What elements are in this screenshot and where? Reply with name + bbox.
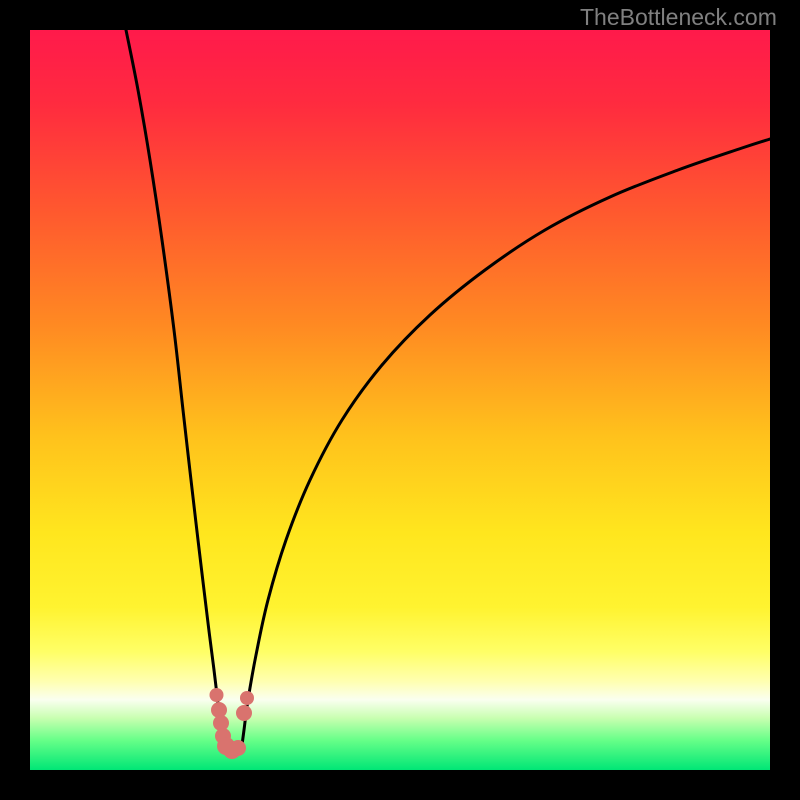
plot-area (30, 30, 770, 770)
marker-point (210, 688, 224, 702)
marker-point (230, 740, 246, 756)
plot-svg (30, 30, 770, 770)
watermark: TheBottleneck.com (580, 4, 777, 31)
marker-point (236, 705, 252, 721)
chart-frame: TheBottleneck.com (0, 0, 800, 800)
gradient-background (30, 30, 770, 770)
marker-point (240, 691, 254, 705)
